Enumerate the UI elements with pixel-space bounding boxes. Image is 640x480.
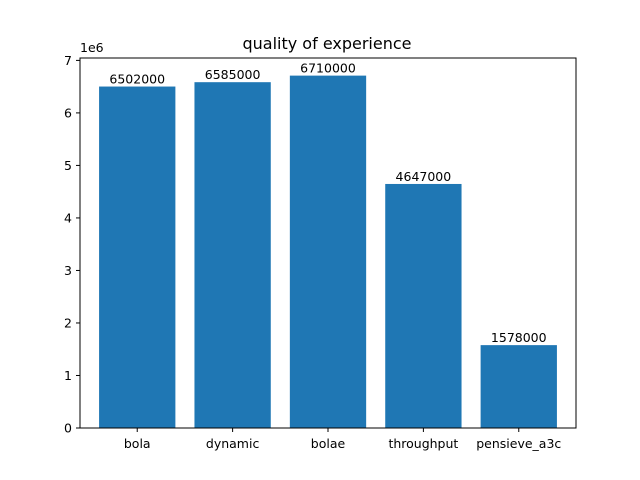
bar-throughput	[385, 183, 462, 428]
x-tick-label-bolae: bolae	[311, 436, 346, 451]
bar-bolae	[289, 75, 367, 428]
y-tick-label-6: 6	[64, 105, 72, 120]
x-tick-label-dynamic: dynamic	[206, 436, 260, 451]
bar-bola	[99, 86, 176, 429]
data-label-throughput: 4647000	[396, 169, 452, 184]
data-label-pensieve_a3c: 1578000	[491, 330, 547, 345]
bars-group	[99, 75, 557, 429]
y-tick-label-5: 5	[64, 158, 72, 173]
x-tick-label-bola: bola	[124, 436, 151, 451]
data-labels-group: 6502000 6585000 6710000 4647000 1578000	[109, 61, 546, 346]
data-label-bolae: 6710000	[300, 61, 356, 76]
chart-title: quality of experience	[242, 34, 411, 53]
x-tick-label-pensieve_a3c: pensieve_a3c	[476, 436, 561, 451]
bar-dynamic	[194, 82, 271, 428]
y-tick-label-2: 2	[64, 315, 72, 330]
x-axis: bola dynamic bolae throughput pensieve_a3c	[124, 428, 561, 451]
y-tick-label-7: 7	[64, 53, 72, 68]
x-tick-label-throughput: throughput	[388, 436, 458, 451]
y-axis: 0 1 2 3 4 5 6 7	[64, 53, 80, 436]
y-axis-offset-label: 1e6	[80, 40, 104, 55]
y-tick-label-1: 1	[64, 368, 72, 383]
data-label-bola: 6502000	[109, 72, 165, 87]
y-tick-label-0: 0	[64, 421, 72, 436]
y-tick-label-3: 3	[64, 263, 72, 278]
bar-pensieve_a3c	[480, 345, 557, 428]
plot-frame	[79, 57, 577, 429]
y-tick-label-4: 4	[64, 210, 72, 225]
data-label-dynamic: 6585000	[205, 67, 261, 82]
